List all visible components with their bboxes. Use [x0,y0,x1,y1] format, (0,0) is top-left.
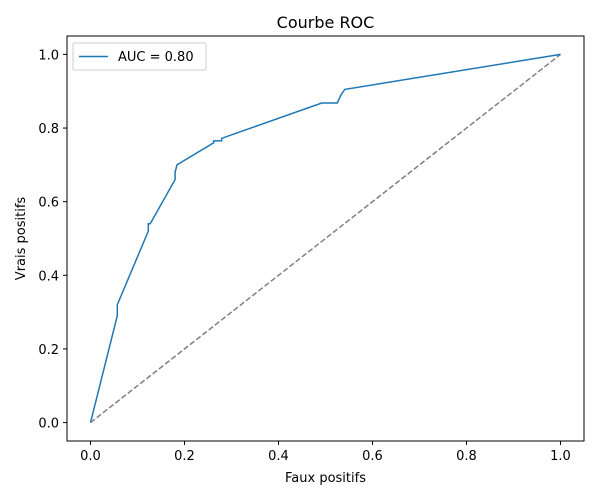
x-tick-label: 0.2 [174,449,195,464]
plot-area [89,53,561,424]
axes-frame [66,35,585,442]
legend-box [72,42,207,71]
y-tick-label: 0.6 [38,196,59,211]
chance-diagonal-line [90,53,561,424]
roc-curve-line [89,53,561,423]
chart-title: Courbe ROC [277,13,375,32]
x-tick-label: 0.8 [456,449,477,464]
y-tick-label: 0.2 [38,343,59,358]
x-tick-label: 0.6 [362,449,383,464]
legend: AUC = 0.80 [72,42,207,71]
x-tick-label: 0.0 [80,449,101,464]
y-tick-label: 0.8 [38,122,59,137]
y-tick-label: 1.0 [38,48,59,63]
y-axis-label: Vrais positifs [14,197,29,281]
y-tick-label: 0.4 [38,269,59,284]
x-tick-label: 1.0 [550,449,571,464]
x-axis-label: Faux positifs [285,471,366,486]
y-axis: 0.0 0.2 0.4 0.6 0.8 1.0 [38,48,67,432]
x-tick-label: 0.4 [268,449,289,464]
legend-label: AUC = 0.80 [118,50,194,65]
x-axis: 0.0 0.2 0.4 0.6 0.8 1.0 [80,441,571,464]
y-tick-label: 0.0 [38,417,59,432]
